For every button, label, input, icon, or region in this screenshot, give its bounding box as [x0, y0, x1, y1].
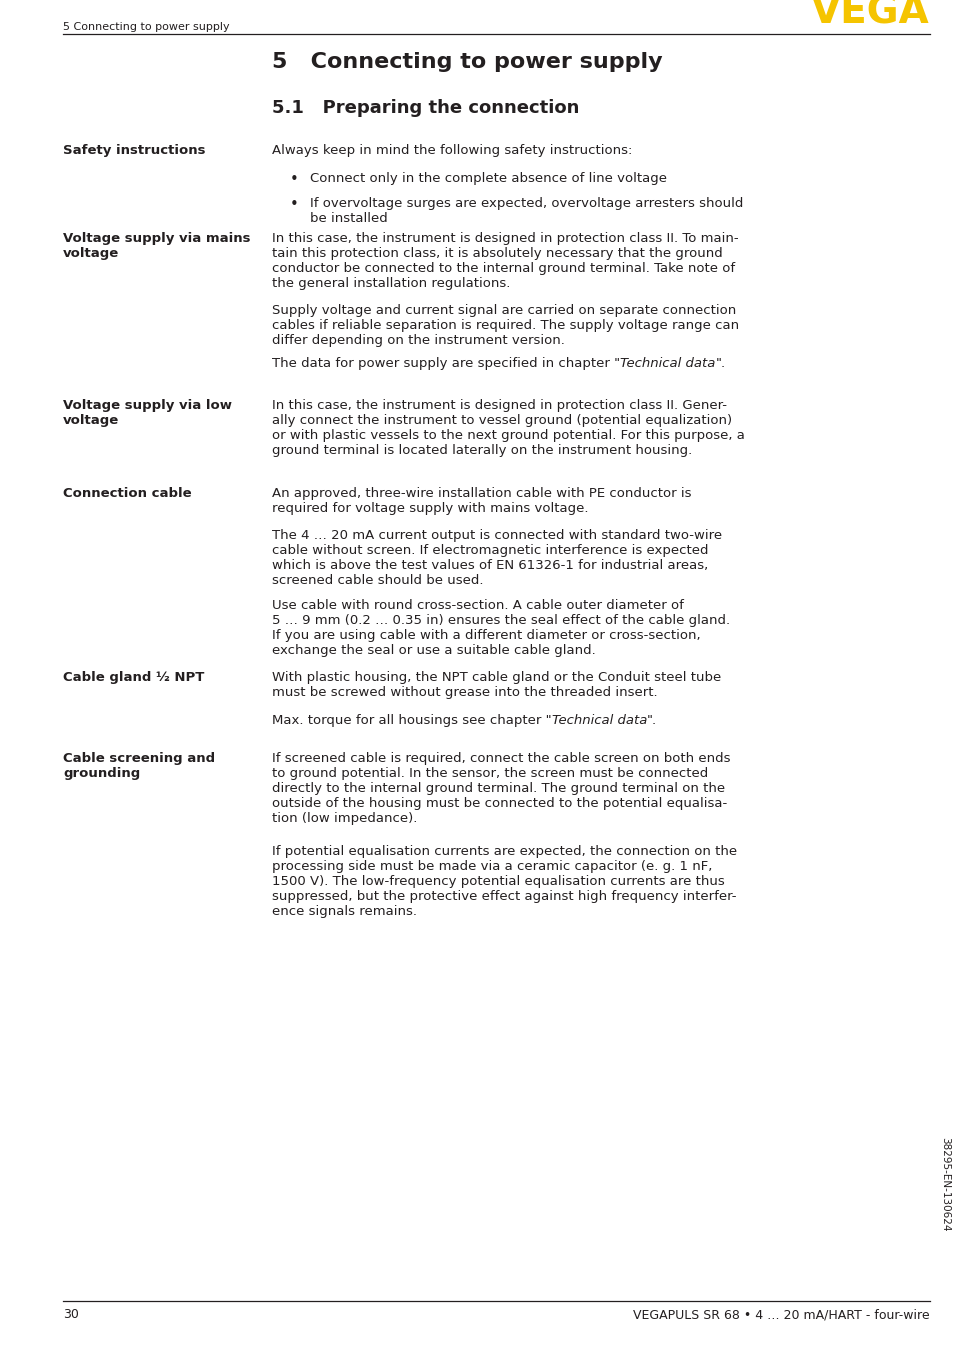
Text: •: • — [290, 196, 298, 213]
Text: Technical data: Technical data — [551, 714, 646, 727]
Text: Cable gland ½ NPT: Cable gland ½ NPT — [63, 672, 204, 684]
Text: The 4 … 20 mA current output is connected with standard two-wire
cable without s: The 4 … 20 mA current output is connecte… — [272, 529, 721, 588]
Text: 5   Connecting to power supply: 5 Connecting to power supply — [272, 51, 662, 72]
Text: Voltage supply via low
voltage: Voltage supply via low voltage — [63, 399, 232, 427]
Text: Cable screening and
grounding: Cable screening and grounding — [63, 751, 214, 780]
Text: •: • — [290, 172, 298, 187]
Text: If potential equalisation currents are expected, the connection on the
processin: If potential equalisation currents are e… — [272, 845, 737, 918]
Text: 5.1   Preparing the connection: 5.1 Preparing the connection — [272, 99, 578, 116]
Text: An approved, three-wire installation cable with PE conductor is
required for vol: An approved, three-wire installation cab… — [272, 487, 691, 515]
Text: Max. torque for all housings see chapter ": Max. torque for all housings see chapter… — [272, 714, 551, 727]
Text: Voltage supply via mains
voltage: Voltage supply via mains voltage — [63, 232, 251, 260]
Text: In this case, the instrument is designed in protection class II. To main-
tain t: In this case, the instrument is designed… — [272, 232, 738, 290]
Text: If screened cable is required, connect the cable screen on both ends
to ground p: If screened cable is required, connect t… — [272, 751, 730, 825]
Text: The data for power supply are specified in chapter ": The data for power supply are specified … — [272, 357, 619, 370]
Text: In this case, the instrument is designed in protection class II. Gener-
ally con: In this case, the instrument is designed… — [272, 399, 744, 458]
Text: Use cable with round cross-section. A cable outer diameter of
5 … 9 mm (0.2 … 0.: Use cable with round cross-section. A ca… — [272, 598, 729, 657]
Text: Connect only in the complete absence of line voltage: Connect only in the complete absence of … — [310, 172, 666, 185]
Text: Connection cable: Connection cable — [63, 487, 192, 500]
Text: With plastic housing, the NPT cable gland or the Conduit steel tube
must be scre: With plastic housing, the NPT cable glan… — [272, 672, 720, 699]
Text: Technical data: Technical data — [619, 357, 715, 370]
Text: 30: 30 — [63, 1308, 79, 1322]
Text: VEGA: VEGA — [810, 0, 929, 32]
Text: ".: ". — [646, 714, 657, 727]
Text: Supply voltage and current signal are carried on separate connection
cables if r: Supply voltage and current signal are ca… — [272, 305, 739, 347]
Text: ".: ". — [715, 357, 725, 370]
Text: Always keep in mind the following safety instructions:: Always keep in mind the following safety… — [272, 144, 632, 157]
Text: 38295-EN-130624: 38295-EN-130624 — [939, 1137, 949, 1231]
Text: Safety instructions: Safety instructions — [63, 144, 205, 157]
Text: If overvoltage surges are expected, overvoltage arresters should
be installed: If overvoltage surges are expected, over… — [310, 196, 742, 225]
Text: 5 Connecting to power supply: 5 Connecting to power supply — [63, 22, 230, 32]
Text: VEGAPULS SR 68 • 4 … 20 mA/HART - four-wire: VEGAPULS SR 68 • 4 … 20 mA/HART - four-w… — [633, 1308, 929, 1322]
